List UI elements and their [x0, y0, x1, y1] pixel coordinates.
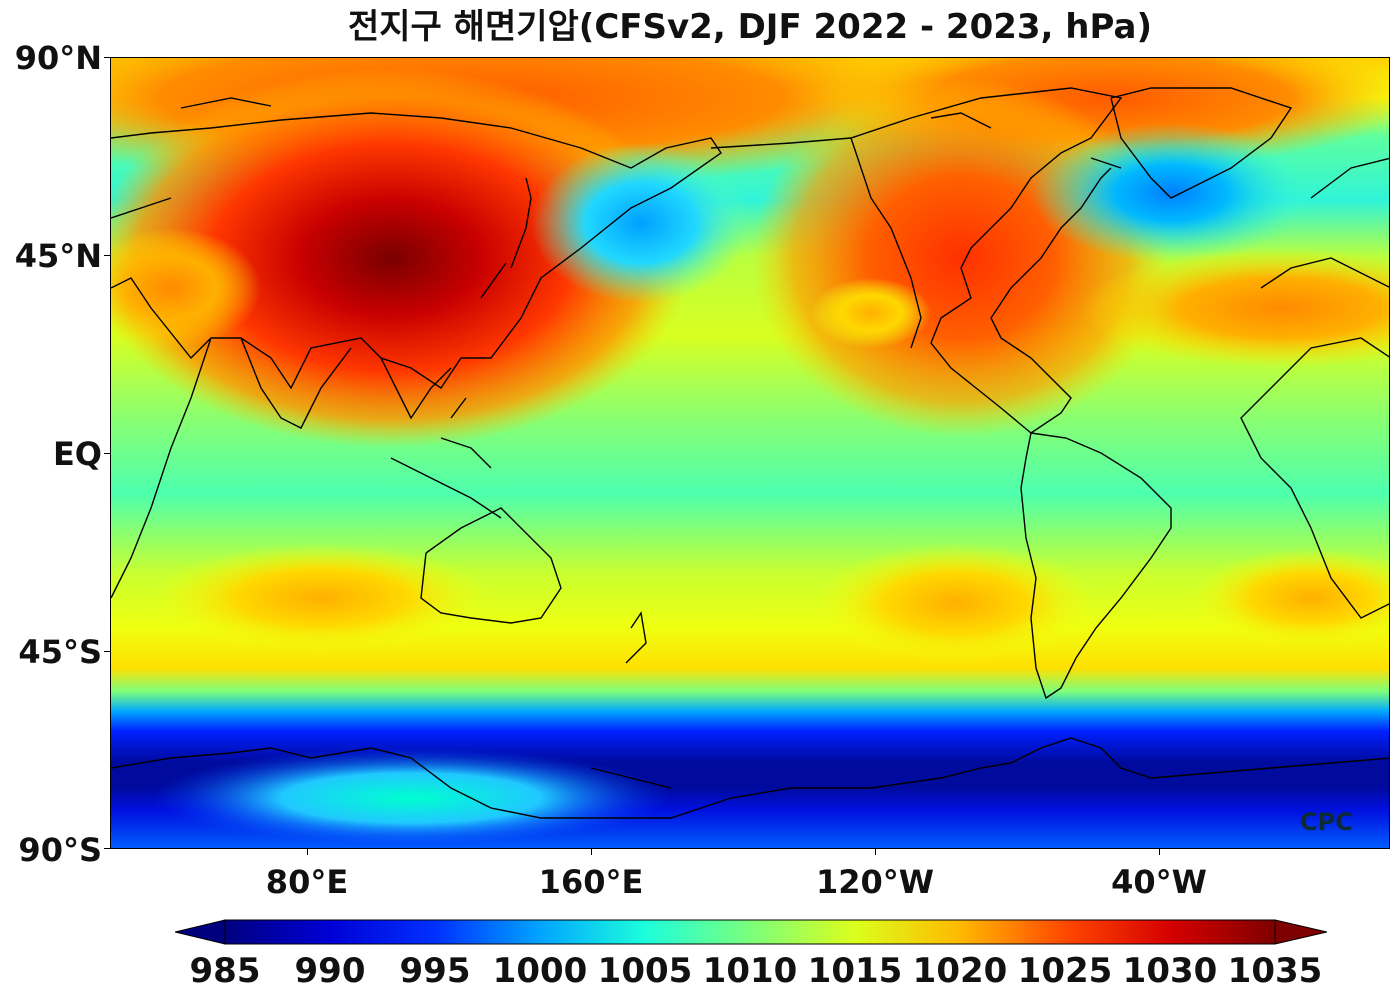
colorbar-extend-high: [1274, 919, 1327, 945]
colorbar-gradient: [224, 919, 1276, 945]
colorbar-label-1000: 1000: [492, 951, 588, 991]
icelandic-low: [1031, 123, 1311, 263]
x-tick-label-40w: 40°W: [1111, 863, 1207, 901]
x-tick: [591, 849, 592, 855]
colorbar-label-1030: 1030: [1122, 951, 1218, 991]
colorbar-label-1025: 1025: [1017, 951, 1113, 991]
colorbar-label-990: 990: [294, 951, 366, 991]
colorbar-extend-low: [175, 919, 226, 945]
colorbar: [175, 919, 1327, 945]
x-tick-label-80e: 80°E: [265, 863, 349, 901]
sea-level-pressure-map: [110, 57, 1390, 849]
azores-high-west: [111, 228, 261, 348]
x-tick-label-160e: 160°E: [538, 863, 644, 901]
colorbar-label-1035: 1035: [1227, 951, 1323, 991]
y-tick: [104, 57, 110, 58]
y-tick-label-eq: EQ: [52, 435, 102, 473]
indian-ocean-high: [151, 543, 491, 653]
x-tick: [307, 849, 308, 855]
y-tick: [104, 651, 110, 652]
map-title: 전지구 해면기압(CFSv2, DJF 2022 - 2023, hPa): [348, 7, 1152, 47]
aleutian-low: [531, 143, 751, 303]
y-tick-label-45n: 45°N: [14, 237, 102, 275]
pressure-field: [111, 58, 1389, 848]
south-atlantic-high: [1191, 548, 1389, 648]
x-tick-label-120w: 120°W: [815, 863, 935, 901]
x-tick: [1159, 849, 1160, 855]
y-tick: [104, 848, 110, 849]
cpc-credit-logo: CPC: [1300, 808, 1353, 836]
siberian-high: [111, 68, 691, 448]
x-tick: [875, 849, 876, 855]
south-pacific-high: [816, 543, 1096, 663]
north-pacific-high: [811, 278, 931, 348]
colorbar-label-1010: 1010: [702, 951, 798, 991]
colorbar-label-1005: 1005: [597, 951, 693, 991]
azores-high: [1081, 248, 1389, 368]
colorbar-label-995: 995: [399, 951, 471, 991]
antarctic-plateau-high: [151, 748, 671, 848]
y-tick-label-90n: 90°N: [14, 39, 102, 77]
colorbar-label-1020: 1020: [912, 951, 1008, 991]
colorbar-label-1015: 1015: [807, 951, 903, 991]
y-tick-label-90s: 90°S: [18, 831, 102, 869]
y-tick: [104, 453, 110, 454]
y-tick: [104, 255, 110, 256]
coastlines: [111, 87, 1389, 819]
y-tick-label-45s: 45°S: [18, 633, 102, 671]
colorbar-label-985: 985: [189, 951, 261, 991]
